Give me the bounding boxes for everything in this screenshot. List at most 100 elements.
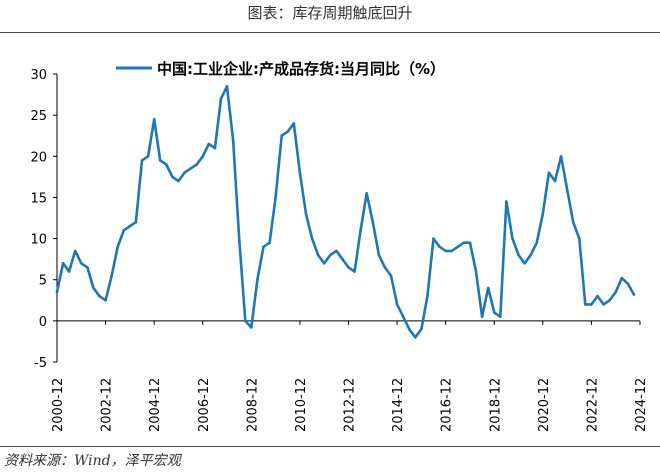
data-point bbox=[128, 224, 132, 228]
data-point bbox=[456, 245, 460, 249]
x-tick-label: 2020-12 bbox=[537, 378, 552, 432]
data-point bbox=[529, 253, 532, 257]
data-point bbox=[225, 85, 229, 88]
x-tick-label: 2016-12 bbox=[440, 378, 455, 432]
data-point bbox=[450, 249, 454, 253]
data-point bbox=[620, 276, 624, 280]
x-tick-label: 2012-12 bbox=[343, 378, 358, 432]
x-tick-label: 2002-12 bbox=[100, 378, 115, 432]
data-point bbox=[262, 245, 265, 249]
figure-title: 图表：库存周期触底回升 bbox=[247, 4, 413, 22]
data-point bbox=[389, 274, 393, 277]
data-point bbox=[335, 249, 338, 253]
data-point bbox=[547, 171, 551, 174]
data-point bbox=[110, 274, 113, 277]
data-point bbox=[480, 315, 484, 319]
data-point bbox=[298, 171, 302, 174]
x-tick-label: 2018-12 bbox=[488, 378, 503, 432]
data-point bbox=[359, 229, 362, 232]
series-line bbox=[55, 84, 636, 339]
y-tick-label: 20 bbox=[30, 150, 47, 165]
data-point bbox=[213, 146, 217, 150]
data-point bbox=[61, 262, 65, 265]
data-point bbox=[134, 220, 138, 224]
data-point bbox=[602, 303, 605, 306]
x-axis-ticks: 2000-12 2002-12 2004-12 2006-12 2008-12 2010-… bbox=[51, 320, 649, 432]
top-rule bbox=[0, 32, 660, 33]
data-point bbox=[590, 303, 593, 306]
data-point bbox=[201, 155, 205, 158]
data-point bbox=[183, 171, 186, 174]
bottom-rule bbox=[0, 446, 660, 447]
data-point bbox=[523, 262, 526, 265]
data-point bbox=[486, 286, 490, 290]
data-point bbox=[578, 237, 581, 240]
data-point bbox=[493, 311, 496, 314]
y-tick-label: 25 bbox=[30, 109, 47, 124]
data-point bbox=[122, 229, 126, 232]
data-point bbox=[596, 294, 599, 298]
data-point bbox=[608, 299, 611, 302]
data-point bbox=[541, 212, 545, 216]
data-point bbox=[505, 200, 508, 203]
data-point bbox=[347, 266, 350, 269]
data-point bbox=[140, 159, 144, 162]
data-point bbox=[559, 155, 563, 158]
data-point bbox=[268, 241, 271, 244]
data-point bbox=[286, 130, 290, 133]
data-point bbox=[231, 138, 235, 142]
data-point bbox=[322, 262, 326, 265]
data-point bbox=[152, 118, 156, 121]
data-point bbox=[614, 290, 617, 294]
data-point bbox=[256, 278, 259, 281]
x-tick-label: 2008-12 bbox=[245, 378, 260, 432]
data-point bbox=[420, 327, 423, 331]
data-point bbox=[468, 241, 472, 244]
data-point bbox=[395, 303, 399, 306]
data-point bbox=[116, 245, 119, 249]
y-tick-label: 5 bbox=[39, 274, 47, 289]
data-point bbox=[171, 175, 174, 179]
data-point bbox=[383, 266, 387, 269]
legend-label: 中国:工业企业:产成品存货:当月同比（%） bbox=[157, 60, 445, 78]
data-point bbox=[632, 293, 636, 296]
data-point bbox=[304, 212, 308, 216]
data-point bbox=[626, 282, 630, 286]
data-point bbox=[146, 155, 150, 158]
data-point bbox=[86, 266, 89, 269]
axes bbox=[56, 74, 640, 362]
data-point bbox=[292, 122, 296, 125]
data-point bbox=[353, 270, 356, 273]
data-point bbox=[219, 97, 223, 100]
x-tick-label: 2010-12 bbox=[294, 378, 309, 432]
data-point bbox=[55, 290, 59, 294]
data-point bbox=[189, 167, 192, 170]
data-point bbox=[92, 286, 95, 290]
data-point bbox=[329, 253, 332, 257]
data-point bbox=[274, 196, 277, 199]
data-point bbox=[474, 270, 478, 273]
data-point bbox=[237, 237, 241, 240]
x-tick-label: 2000-12 bbox=[51, 378, 66, 432]
data-point bbox=[401, 315, 405, 319]
data-point bbox=[584, 303, 587, 306]
data-point bbox=[280, 134, 284, 137]
data-point bbox=[310, 237, 314, 240]
data-point bbox=[104, 299, 107, 302]
y-tick-label: 15 bbox=[30, 191, 47, 206]
data-point bbox=[462, 241, 466, 244]
data-point bbox=[67, 270, 71, 273]
data-point bbox=[250, 326, 253, 329]
chart-legend: 中国:工业企业:产成品存货:当月同比（%） bbox=[116, 60, 445, 78]
data-point bbox=[365, 192, 369, 195]
data-point bbox=[158, 159, 162, 162]
y-tick-label: -5 bbox=[34, 356, 47, 371]
x-tick-label: 2014-12 bbox=[391, 378, 406, 432]
data-point bbox=[565, 187, 569, 191]
data-point bbox=[80, 262, 83, 265]
data-point bbox=[517, 253, 520, 257]
x-tick-label: 2024-12 bbox=[634, 378, 649, 432]
data-point bbox=[377, 253, 381, 257]
data-point bbox=[571, 220, 575, 224]
data-point bbox=[553, 179, 557, 183]
